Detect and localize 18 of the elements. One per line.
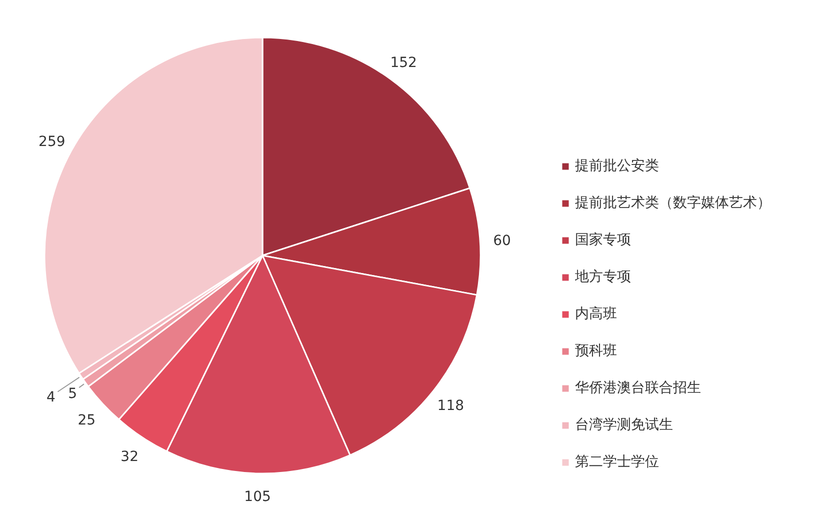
legend-label: 华侨港澳台联合招生 [575,379,701,397]
legend-label: 提前批公安类 [575,157,659,175]
data-label: 25 [78,412,96,428]
data-label: 60 [493,233,511,250]
data-label: 105 [244,488,271,505]
legend-label: 提前批艺术类（数字媒体艺术） [575,194,771,212]
legend-label: 第二学士学位 [575,453,659,471]
data-label: 152 [390,54,417,71]
data-label: 259 [38,134,66,150]
data-label: 5 [68,386,78,402]
legend-label: 地方专项 [575,268,631,286]
legend-label: 内高班 [575,305,617,323]
legend-label: 预科班 [575,342,617,360]
legend-label: 台湾学测免试生 [575,416,673,434]
data-label: 32 [120,448,138,465]
data-label: 4 [46,390,56,406]
legend-label: 国家专项 [575,231,631,249]
data-label: 118 [437,398,464,414]
